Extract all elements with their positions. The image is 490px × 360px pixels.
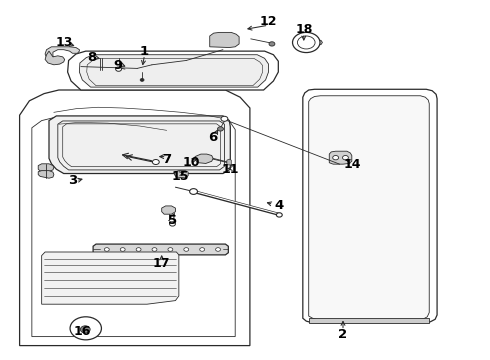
Polygon shape [79,55,269,87]
Text: 13: 13 [56,36,74,49]
Circle shape [269,42,275,46]
Text: 14: 14 [343,158,361,171]
Circle shape [152,248,157,251]
Text: 7: 7 [162,153,171,166]
Polygon shape [49,116,230,174]
Circle shape [104,248,109,251]
Polygon shape [174,171,188,178]
Circle shape [116,67,122,71]
Polygon shape [45,47,79,60]
Circle shape [170,222,175,226]
Polygon shape [227,159,231,165]
Text: 3: 3 [68,174,77,187]
Circle shape [293,32,320,53]
Polygon shape [45,51,65,65]
Polygon shape [42,252,179,304]
Text: 8: 8 [88,51,97,64]
Polygon shape [210,32,239,48]
Circle shape [120,248,125,251]
Circle shape [221,116,228,121]
Polygon shape [77,325,92,335]
Text: 12: 12 [260,15,277,28]
Circle shape [218,127,223,131]
Polygon shape [38,164,54,171]
Circle shape [216,248,220,251]
Polygon shape [38,171,54,178]
Circle shape [200,248,205,251]
Circle shape [190,189,197,194]
Text: 2: 2 [339,328,347,341]
Polygon shape [162,206,175,214]
Text: 16: 16 [74,325,91,338]
Text: 18: 18 [295,23,313,36]
Circle shape [140,78,144,81]
Text: 9: 9 [113,59,122,72]
Text: 17: 17 [153,257,171,270]
Polygon shape [329,151,352,164]
Polygon shape [303,89,437,323]
Circle shape [70,317,101,340]
Circle shape [152,159,159,165]
Circle shape [168,248,173,251]
Polygon shape [195,154,213,163]
Circle shape [343,156,348,160]
Text: 4: 4 [275,199,284,212]
Text: 10: 10 [182,156,200,169]
Circle shape [333,156,339,160]
Circle shape [80,326,90,333]
Text: 1: 1 [140,45,149,58]
Text: 11: 11 [221,163,239,176]
Text: 15: 15 [172,170,189,183]
Circle shape [184,248,189,251]
Circle shape [276,213,282,217]
Polygon shape [315,40,322,45]
Polygon shape [93,244,228,255]
Polygon shape [20,90,250,346]
Circle shape [136,248,141,251]
Polygon shape [68,51,278,90]
Polygon shape [309,318,429,323]
Text: 5: 5 [168,214,177,227]
Polygon shape [309,96,429,320]
Text: 6: 6 [209,131,218,144]
